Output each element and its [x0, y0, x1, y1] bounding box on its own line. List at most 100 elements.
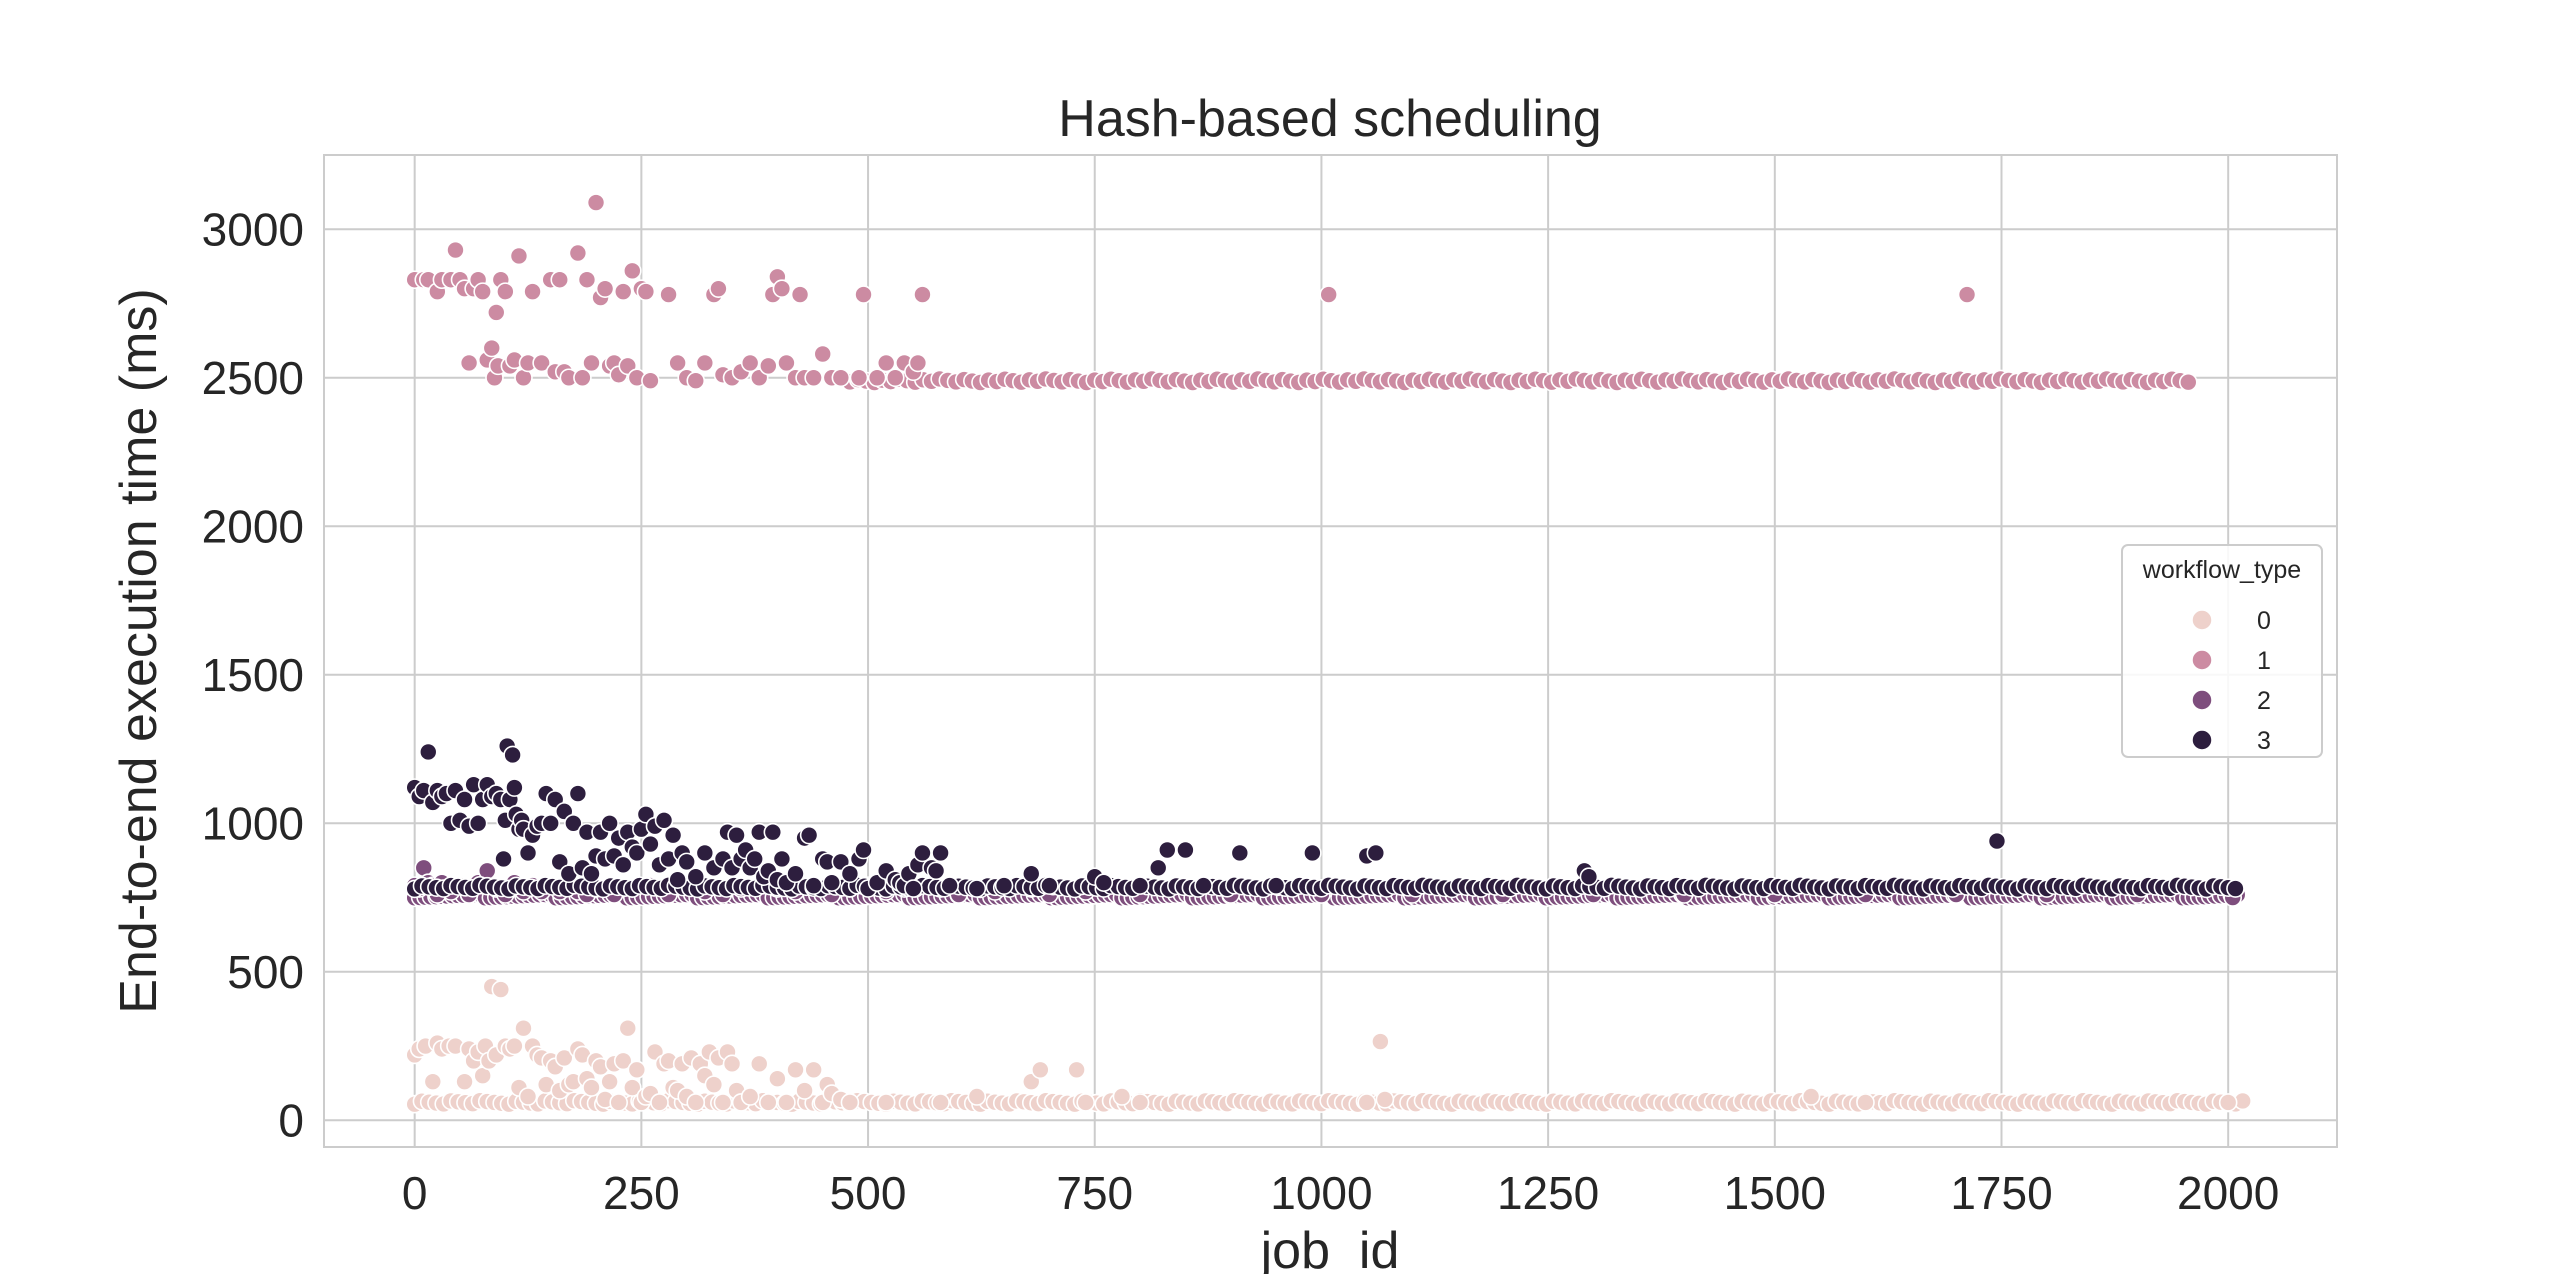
- data-point: [550, 270, 570, 290]
- data-point: [613, 855, 633, 875]
- data-point: [650, 1093, 669, 1112]
- data-point: [554, 1048, 574, 1068]
- data-point: [1371, 1032, 1390, 1051]
- data-point: [582, 353, 601, 373]
- data-point: [904, 879, 923, 898]
- data-point: [967, 879, 987, 898]
- data-point: [1076, 1093, 1095, 1112]
- series-0: [405, 977, 2252, 1114]
- data-point: [609, 1093, 628, 1112]
- data-point: [2178, 372, 2198, 392]
- x-axis-label: job_id: [1259, 1222, 1400, 1274]
- data-point: [786, 864, 805, 884]
- data-point: [503, 745, 522, 765]
- data-point: [813, 344, 833, 364]
- data-point: [908, 353, 928, 373]
- series-3: [405, 736, 2245, 899]
- data-point: [600, 1072, 619, 1091]
- data-point: [518, 1087, 538, 1106]
- data-point: [876, 353, 896, 373]
- data-point: [455, 790, 474, 809]
- y-tick-label: 0: [278, 1094, 304, 1146]
- data-point: [777, 353, 796, 373]
- data-point: [494, 849, 513, 869]
- data-point: [913, 285, 932, 304]
- data-point: [641, 371, 660, 391]
- data-point: [1319, 285, 1338, 304]
- data-point: [804, 876, 823, 895]
- data-point: [1194, 876, 1213, 895]
- data-point: [1130, 1093, 1150, 1112]
- data-point: [1130, 876, 1150, 895]
- y-tick-label: 1000: [202, 797, 304, 849]
- chart-title: Hash-based scheduling: [1058, 90, 1601, 148]
- data-point: [713, 1093, 733, 1112]
- data-point: [1067, 1060, 1086, 1080]
- data-point: [1157, 840, 1177, 860]
- data-point: [1987, 831, 2007, 851]
- data-point: [455, 1072, 474, 1091]
- data-point: [759, 356, 778, 376]
- data-point: [1094, 873, 1114, 892]
- data-point: [663, 825, 683, 845]
- x-tick-label: 1250: [1497, 1167, 1599, 1219]
- data-point: [473, 282, 492, 301]
- legend-marker: [2191, 689, 2213, 711]
- data-point: [799, 825, 819, 845]
- data-point: [627, 843, 647, 863]
- y-tick-label: 2500: [202, 352, 304, 404]
- legend-label: 0: [2257, 607, 2271, 635]
- data-point: [1148, 858, 1168, 878]
- data-point: [831, 368, 851, 388]
- data-point: [564, 813, 583, 833]
- legend: workflow_type 0 1 2 3: [2121, 544, 2323, 758]
- data-point: [418, 742, 438, 762]
- data-point: [1357, 1093, 1377, 1112]
- data-point: [786, 1060, 805, 1080]
- legend-marker: [2191, 729, 2213, 751]
- x-tick-label: 1500: [1724, 1167, 1826, 1219]
- data-point: [931, 1093, 950, 1112]
- data-point: [686, 1093, 706, 1112]
- legend-label: 3: [2257, 727, 2271, 755]
- data-point: [854, 285, 873, 304]
- data-point: [940, 876, 959, 895]
- data-point: [586, 193, 606, 212]
- data-point: [568, 784, 588, 803]
- data-point: [505, 1036, 524, 1056]
- data-point: [505, 778, 524, 797]
- data-point: [772, 849, 792, 869]
- data-point: [1375, 1090, 1395, 1109]
- data-point: [423, 1072, 443, 1091]
- legend-box: [2121, 544, 2323, 758]
- data-point: [636, 282, 656, 301]
- data-point: [790, 285, 810, 304]
- data-point: [1230, 843, 1250, 863]
- data-point: [1031, 1060, 1050, 1080]
- data-point: [523, 282, 542, 301]
- legend-marker: [2191, 609, 2213, 631]
- x-tick-label: 750: [1056, 1167, 1133, 1219]
- data-point: [686, 867, 706, 887]
- data-point: [745, 849, 765, 869]
- legend-label: 2: [2257, 687, 2271, 715]
- data-point: [695, 353, 715, 373]
- data-point: [1266, 876, 1286, 895]
- x-tick-label: 250: [603, 1167, 680, 1219]
- data-point: [532, 353, 551, 373]
- tick-labels: 0 250 500 750 1000 1250 1500 1750 2000 0 500 1000 15…: [202, 203, 2280, 1219]
- data-point: [654, 810, 674, 830]
- data-point: [622, 1078, 642, 1097]
- data-point: [763, 822, 783, 842]
- data-point: [777, 1093, 796, 1112]
- data-point: [876, 1093, 896, 1112]
- data-point: [582, 864, 601, 884]
- data-point: [496, 282, 515, 301]
- data-point: [1366, 843, 1386, 863]
- data-point: [1801, 1087, 1821, 1106]
- data-point: [926, 861, 946, 881]
- x-tick-label: 500: [830, 1167, 907, 1219]
- data-point: [931, 843, 950, 863]
- data-point: [749, 1054, 769, 1074]
